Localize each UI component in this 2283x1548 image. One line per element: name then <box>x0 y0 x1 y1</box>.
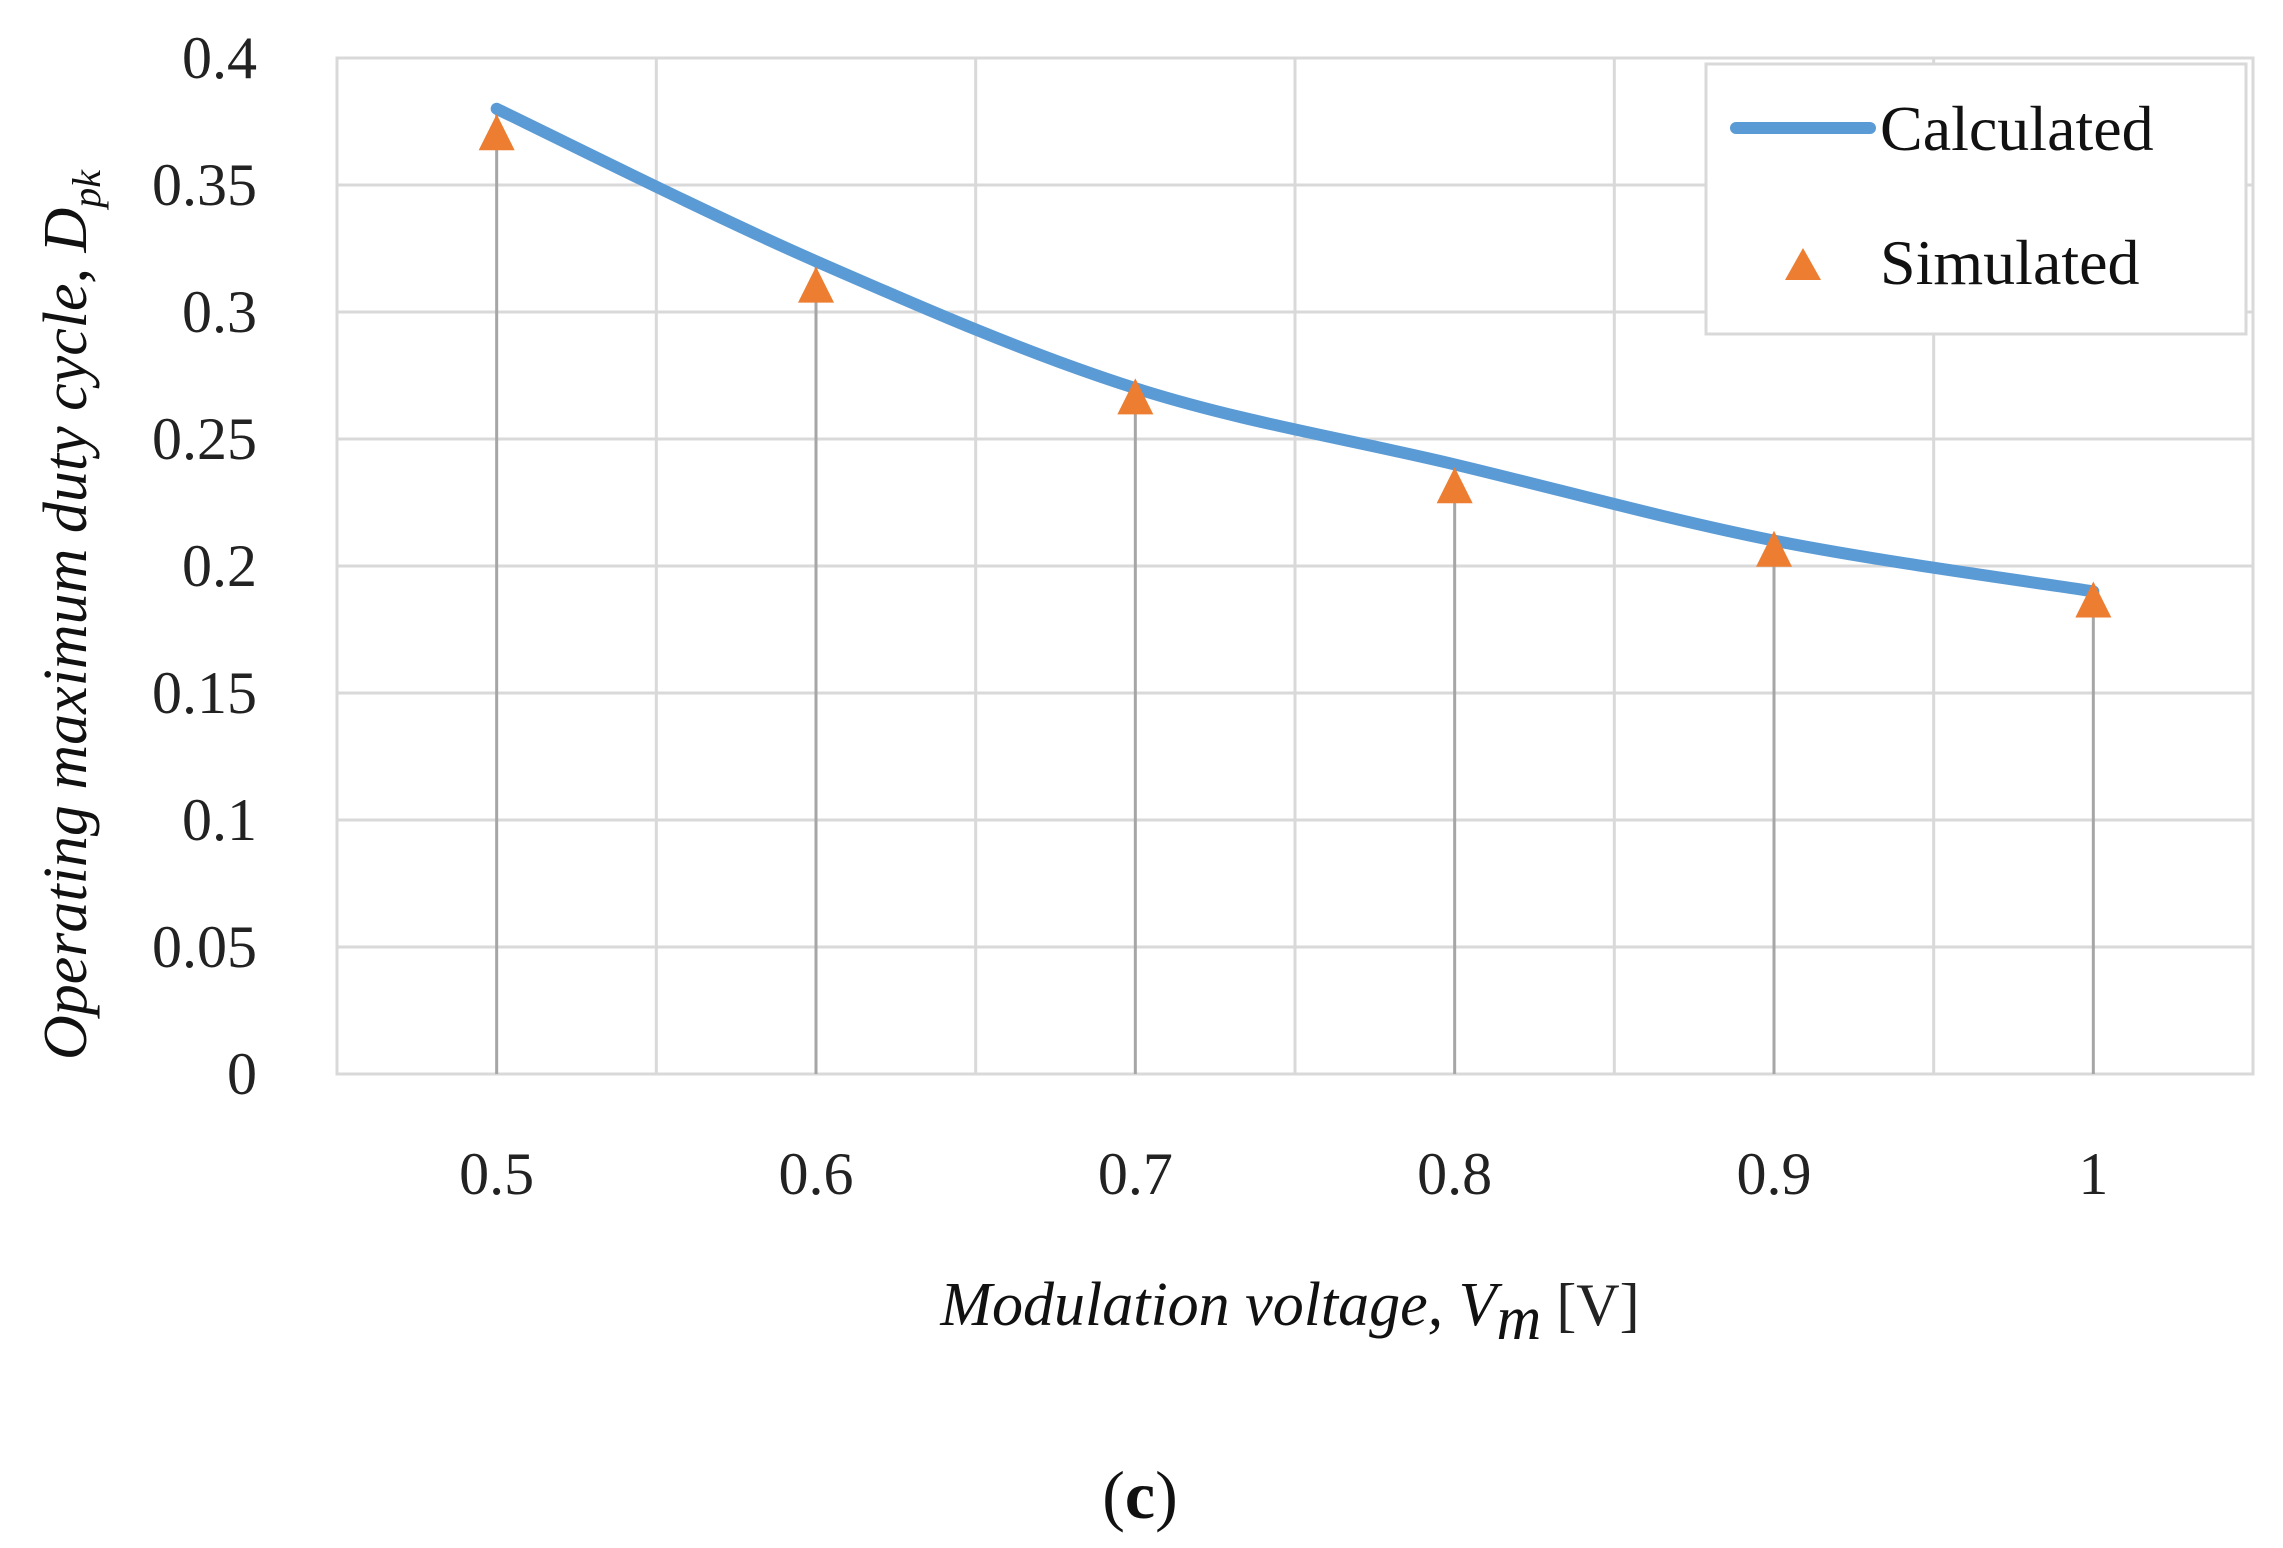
x-tick-label: 0.6 <box>779 1141 854 1207</box>
simulated-point-marker <box>798 266 834 303</box>
y-tick-label: 0.4 <box>182 25 257 91</box>
x-tick-label: 0.7 <box>1098 1141 1173 1207</box>
y-tick-label: 0.2 <box>182 533 257 599</box>
y-axis-ticks: 0 0.05 0.1 0.15 0.2 0.25 0.3 0.35 0.4 <box>152 25 257 1107</box>
simulated-point-marker <box>1436 467 1473 504</box>
series-layer <box>478 102 2112 618</box>
legend-box <box>1704 62 2248 336</box>
legend-simulated-label: Simulated <box>1880 227 2140 298</box>
simulated-point-marker <box>1117 378 1154 415</box>
y-tick-label: 0.25 <box>152 406 257 472</box>
y-tick-label: 0.35 <box>152 152 257 218</box>
x-axis-title: Modulation voltage, Vm [V] <box>939 1271 1639 1353</box>
legend: Calculated Simulated <box>1704 62 2248 336</box>
y-tick-label: 0.15 <box>152 660 257 726</box>
x-tick-label: 1 <box>2078 1141 2108 1207</box>
y-tick-label: 0.05 <box>152 914 257 980</box>
y-axis-title: Operating maximum duty cycle, Dpk <box>32 169 109 1060</box>
simulated-point-marker <box>478 114 515 151</box>
legend-calculated-label: Calculated <box>1880 93 2154 164</box>
x-axis-ticks: 0.5 0.6 0.7 0.8 0.9 1 <box>459 1141 2108 1207</box>
y-tick-label: 0 <box>227 1041 257 1107</box>
panel-label: (c) <box>1102 1457 1178 1533</box>
y-tick-label: 0.3 <box>182 279 257 345</box>
x-drop-lines <box>495 108 2095 1074</box>
simulated-point-marker <box>2075 581 2112 618</box>
calculated-series-line <box>490 102 2100 598</box>
y-tick-label: 0.1 <box>182 787 257 853</box>
legend-simulated-marker <box>1785 248 1821 280</box>
simulated-point-marker <box>1756 530 1792 567</box>
x-tick-label: 0.5 <box>459 1141 534 1207</box>
x-tick-label: 0.8 <box>1417 1141 1492 1207</box>
x-tick-label: 0.9 <box>1737 1141 1812 1207</box>
